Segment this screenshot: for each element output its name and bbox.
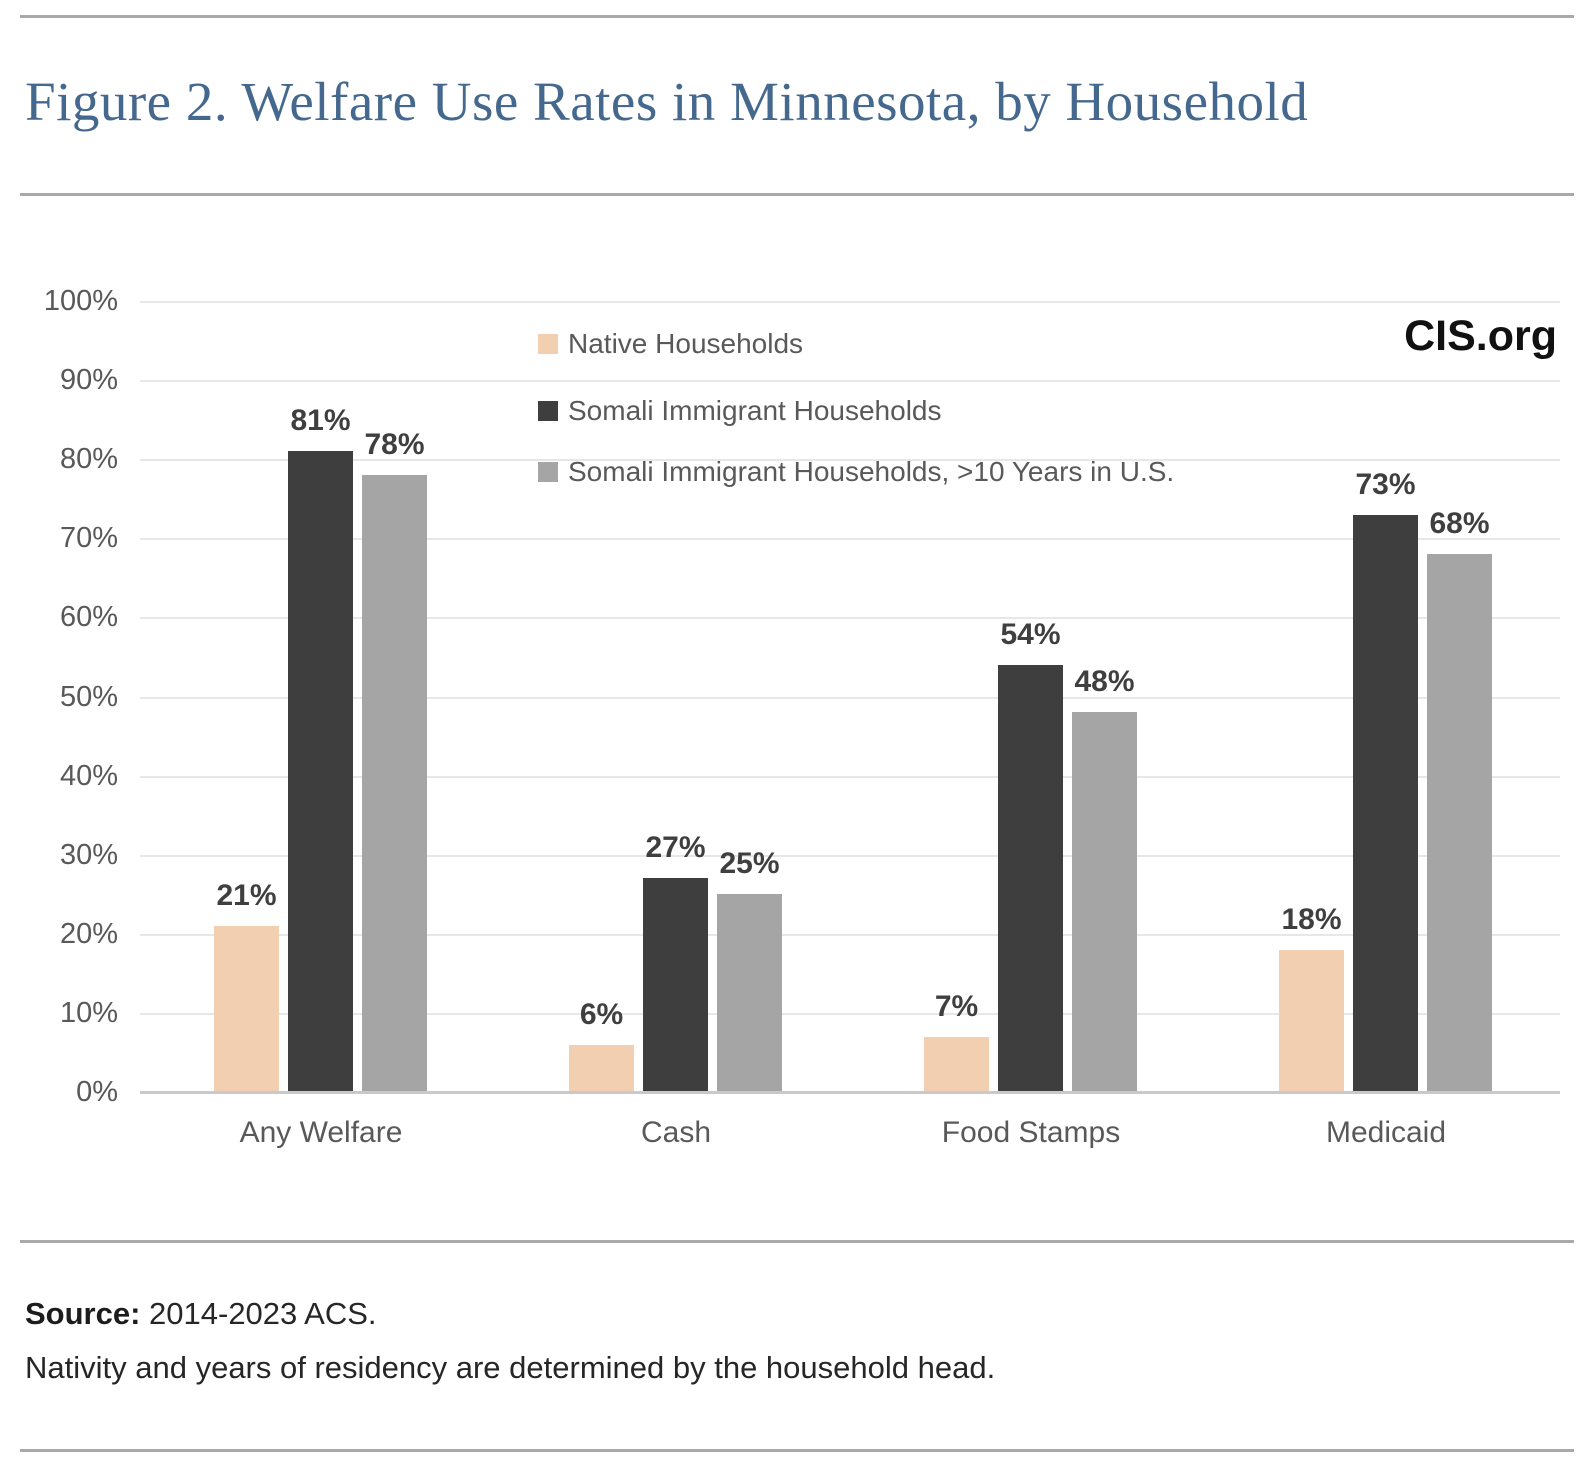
y-tick-label-30: 30% — [59, 839, 118, 871]
x-axis-label-medicaid: Medicaid — [1325, 1116, 1447, 1149]
gridline-30 — [140, 855, 1560, 857]
bar-value-label-native-households-food-stamps: 7% — [934, 990, 979, 1023]
divider-above-source — [20, 1240, 1574, 1243]
y-tick-label-60: 60% — [59, 601, 118, 633]
y-tick-label-0: 0% — [76, 1076, 118, 1108]
bar-chart: 0% 10% 20% 30% 40% 50% 60% 70% 80% 90% 100% 21% 81%… — [43, 285, 1560, 1149]
y-tick-label-10: 10% — [59, 997, 118, 1029]
figure-title: Figure 2. Welfare Use Rates in Minnesota… — [25, 71, 1309, 132]
bar-value-label-native-households-any-welfare: 21% — [216, 879, 277, 912]
divider-under-title — [20, 193, 1574, 196]
gridline-10 — [140, 1013, 1560, 1015]
bar-value-label-somali-immigrant-households-10-years-in-u-s-cash: 25% — [719, 847, 780, 880]
y-tick-label-40: 40% — [59, 760, 118, 792]
divider-top — [20, 15, 1574, 18]
bar-value-label-somali-immigrant-households-10-years-in-u-s-medicaid: 68% — [1429, 507, 1490, 540]
y-tick-label-100: 100% — [43, 285, 118, 317]
legend-swatch-native-households — [538, 334, 558, 354]
bar-value-label-somali-immigrant-households-any-welfare: 81% — [290, 404, 351, 437]
divider-bottom — [20, 1449, 1574, 1452]
y-tick-label-70: 70% — [59, 522, 118, 554]
bar-somali-immigrant-households-10-years-in-u-s-food-stamps — [1072, 712, 1137, 1092]
bar-somali-immigrant-households-medicaid — [1353, 515, 1418, 1092]
y-tick-label-90: 90% — [59, 364, 118, 396]
legend-item-native-households: Native Households — [538, 328, 804, 359]
gridline-60 — [140, 617, 1560, 619]
legend-item-somali-immigrant-households: Somali Immigrant Households — [538, 395, 942, 426]
x-axis-label-cash: Cash — [640, 1116, 712, 1149]
legend-label-somali-immigrant-households-10-years-in-u-s: Somali Immigrant Households, >10 Years i… — [568, 456, 1175, 487]
bar-value-label-somali-immigrant-households-food-stamps: 54% — [1000, 618, 1061, 651]
bar-somali-immigrant-households-10-years-in-u-s-medicaid — [1427, 554, 1492, 1092]
y-tick-label-50: 50% — [59, 681, 118, 713]
legend-item-somali-immigrant-households-10-years-in-u-s: Somali Immigrant Households, >10 Years i… — [538, 456, 1175, 487]
gridline-80 — [140, 459, 1560, 461]
gridline-20 — [140, 934, 1560, 936]
note-line: Nativity and years of residency are dete… — [25, 1350, 996, 1385]
bar-somali-immigrant-households-cash — [643, 878, 708, 1092]
bar-native-households-any-welfare — [214, 926, 279, 1092]
bar-value-label-somali-immigrant-households-10-years-in-u-s-any-welfare: 78% — [364, 428, 425, 461]
gridline-40 — [140, 776, 1560, 778]
bar-somali-immigrant-households-10-years-in-u-s-cash — [717, 894, 782, 1092]
legend-swatch-somali-immigrant-households-10-years-in-u-s — [538, 462, 558, 482]
x-axis-line — [140, 1091, 1560, 1094]
bar-value-label-native-households-cash: 6% — [579, 998, 624, 1031]
source-note-block: Source: 2014-2023 ACS. Nativity and year… — [25, 1296, 1565, 1386]
legend-label-somali-immigrant-households: Somali Immigrant Households — [568, 395, 942, 426]
bar-native-households-medicaid — [1279, 950, 1344, 1092]
gridline-70 — [140, 538, 1560, 540]
source-text: 2014-2023 ACS. — [140, 1296, 377, 1331]
gridline-100 — [140, 301, 1560, 303]
bar-value-label-native-households-medicaid: 18% — [1281, 903, 1342, 936]
bar-value-label-somali-immigrant-households-medicaid: 73% — [1355, 468, 1416, 501]
y-tick-label-20: 20% — [59, 918, 118, 950]
cis-org-wordmark: CIS.org — [1404, 312, 1557, 360]
legend-label-native-households: Native Households — [568, 328, 804, 359]
bar-value-label-somali-immigrant-households-10-years-in-u-s-food-stamps: 48% — [1074, 665, 1135, 698]
source-label: Source: — [25, 1296, 141, 1331]
bar-somali-immigrant-households-10-years-in-u-s-any-welfare — [362, 475, 427, 1092]
bar-native-households-food-stamps — [924, 1037, 989, 1092]
gridline-50 — [140, 697, 1560, 699]
bar-somali-immigrant-households-any-welfare — [288, 451, 353, 1092]
gridline-90 — [140, 380, 1560, 382]
y-tick-label-80: 80% — [59, 443, 118, 475]
bar-value-label-somali-immigrant-households-cash: 27% — [645, 831, 706, 864]
legend-swatch-somali-immigrant-households — [538, 401, 558, 421]
x-axis-label-any-welfare: Any Welfare — [239, 1116, 403, 1149]
bar-somali-immigrant-households-food-stamps — [998, 665, 1063, 1092]
source-line: Source: 2014-2023 ACS. — [25, 1296, 1565, 1332]
x-axis-label-food-stamps: Food Stamps — [941, 1116, 1121, 1149]
bar-native-households-cash — [569, 1045, 634, 1092]
